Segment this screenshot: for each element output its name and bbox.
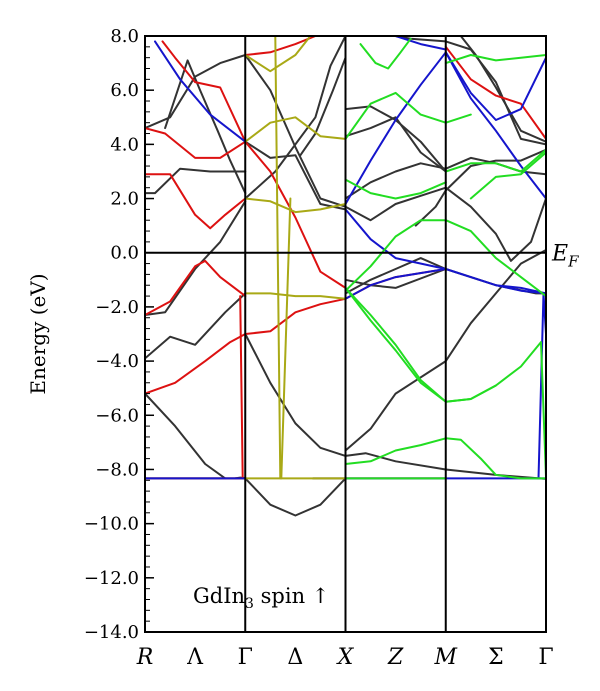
band-line-green-57 bbox=[444, 384, 497, 403]
band-line-red-32 bbox=[239, 295, 244, 480]
band-line-red-29 bbox=[145, 173, 247, 230]
band-line-black-5 bbox=[145, 54, 247, 130]
band-line-green-50 bbox=[344, 178, 447, 200]
series-lines bbox=[145, 36, 546, 517]
kpoint-label: Δ bbox=[287, 645, 303, 670]
band-line-red-35 bbox=[244, 36, 317, 56]
band-line-blue-44 bbox=[344, 208, 447, 270]
band-line-black-10 bbox=[244, 140, 347, 211]
y-tick-label: −4.0 bbox=[95, 351, 139, 372]
plot-frame bbox=[144, 35, 547, 633]
chart-annotation: GdIn3 spin ↑ bbox=[193, 584, 329, 612]
y-tick-label: −8.0 bbox=[95, 459, 139, 480]
band-line-green-61 bbox=[444, 148, 546, 173]
band-line-red-33 bbox=[244, 140, 347, 289]
fermi-level-label: EF bbox=[551, 242, 579, 271]
band-line-red-31 bbox=[161, 40, 247, 143]
band-line-olive-67 bbox=[274, 36, 282, 480]
y-tick-label: 6.0 bbox=[110, 80, 139, 101]
kpoint-label: Γ bbox=[238, 645, 253, 670]
band-line-green-53 bbox=[344, 437, 546, 480]
band-line-blue-41 bbox=[344, 51, 447, 205]
kpoint-label: Λ bbox=[186, 645, 204, 670]
band-line-black-12 bbox=[244, 36, 347, 200]
band-line-red-28 bbox=[145, 259, 247, 316]
band-line-black-9 bbox=[244, 333, 347, 457]
band-line-black-6 bbox=[164, 59, 247, 195]
band-line-black-24 bbox=[394, 36, 546, 146]
y-tick-label: 4.0 bbox=[110, 134, 139, 155]
kpoint-label: R bbox=[136, 645, 154, 670]
y-tick-label: −2.0 bbox=[95, 297, 139, 318]
band-line-olive-68 bbox=[280, 197, 292, 480]
band-line-green-59 bbox=[444, 54, 546, 65]
kpoint-label: X bbox=[336, 645, 355, 670]
y-tick-label: 8.0 bbox=[110, 26, 139, 47]
band-line-blue-46 bbox=[444, 51, 546, 200]
band-line-green-56 bbox=[344, 286, 447, 403]
band-line-red-34 bbox=[244, 297, 347, 335]
band-line-red-30 bbox=[145, 127, 247, 159]
y-tick-label: 2.0 bbox=[110, 189, 139, 210]
band-line-black-22 bbox=[414, 148, 546, 227]
band-line-olive-63 bbox=[244, 116, 347, 143]
band-line-olive-62 bbox=[244, 36, 312, 73]
band-line-black-11 bbox=[244, 54, 347, 208]
y-tick-label: −10.0 bbox=[84, 514, 139, 535]
band-line-blue-42 bbox=[444, 51, 546, 121]
kpoint-label: Z bbox=[387, 645, 404, 670]
band-line-black-3 bbox=[145, 200, 247, 316]
band-line-black-1 bbox=[145, 392, 227, 480]
y-tick-label: −12.0 bbox=[84, 568, 139, 589]
band-line-olive-64 bbox=[244, 197, 347, 214]
band-line-blue-45 bbox=[394, 36, 447, 51]
band-line-black-2 bbox=[145, 292, 247, 360]
y-axis-label: Energy (eV) bbox=[26, 273, 50, 394]
y-axis-ticks: 8.0 6.0 4.0 2.0 0.0 −2.0 −4.0 −6.0 −8.0 −10.0 −12.… bbox=[84, 26, 154, 643]
band-line-black-4 bbox=[145, 167, 247, 195]
kpoint-label: Γ bbox=[538, 645, 553, 670]
y-tick-label: −6.0 bbox=[95, 405, 139, 426]
band-line-olive-65 bbox=[244, 292, 347, 300]
band-line-green-51 bbox=[344, 91, 472, 140]
kpoint-label: Σ bbox=[488, 645, 504, 670]
band-line-black-21 bbox=[344, 116, 447, 173]
band-line-blue-39 bbox=[154, 40, 247, 143]
band-line-black-19 bbox=[344, 186, 546, 262]
band-line-red-38 bbox=[444, 45, 546, 140]
kpoint-label: M bbox=[433, 645, 457, 670]
band-line-black-8 bbox=[244, 477, 347, 517]
band-line-black-13 bbox=[299, 56, 347, 157]
band-line-green-60 bbox=[469, 151, 546, 200]
y-tick-label: 0.0 bbox=[110, 243, 139, 264]
band-line-black-18 bbox=[344, 257, 447, 295]
band-line-black-25 bbox=[459, 36, 546, 143]
band-line-blue-49 bbox=[494, 284, 546, 295]
band-line-green-58 bbox=[359, 37, 412, 70]
band-line-red-27 bbox=[145, 333, 247, 395]
y-tick-label: −14.0 bbox=[84, 622, 139, 643]
